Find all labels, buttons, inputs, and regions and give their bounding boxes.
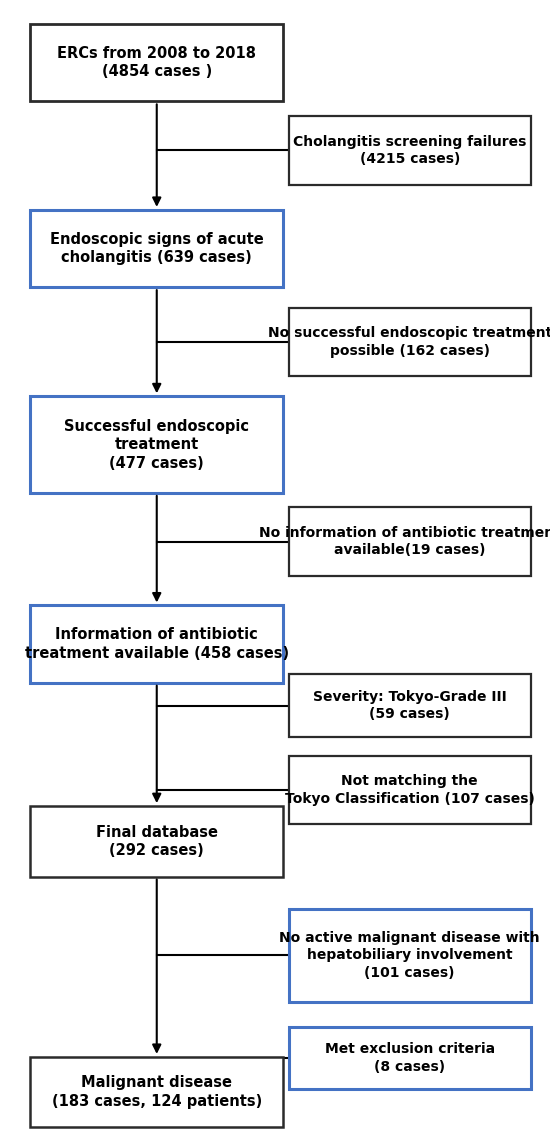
FancyBboxPatch shape	[289, 756, 531, 824]
FancyBboxPatch shape	[30, 806, 283, 877]
Text: Endoscopic signs of acute
cholangitis (639 cases): Endoscopic signs of acute cholangitis (6…	[50, 231, 263, 266]
Text: Cholangitis screening failures
(4215 cases): Cholangitis screening failures (4215 cas…	[293, 135, 526, 166]
Text: Successful endoscopic
treatment
(477 cases): Successful endoscopic treatment (477 cas…	[64, 418, 249, 471]
FancyBboxPatch shape	[289, 909, 531, 1002]
FancyBboxPatch shape	[30, 605, 283, 683]
Text: Not matching the
Tokyo Classification (107 cases): Not matching the Tokyo Classification (1…	[285, 774, 535, 806]
Text: No active malignant disease with
hepatobiliary involvement
(101 cases): No active malignant disease with hepatob…	[279, 931, 540, 979]
FancyBboxPatch shape	[289, 507, 531, 576]
Text: Malignant disease
(183 cases, 124 patients): Malignant disease (183 cases, 124 patien…	[52, 1075, 262, 1109]
Text: ERCs from 2008 to 2018
(4854 cases ): ERCs from 2008 to 2018 (4854 cases )	[57, 46, 256, 80]
Text: Severity: Tokyo-Grade III
(59 cases): Severity: Tokyo-Grade III (59 cases)	[313, 690, 507, 722]
Text: Information of antibiotic
treatment available (458 cases): Information of antibiotic treatment avai…	[25, 627, 289, 661]
Text: Final database
(292 cases): Final database (292 cases)	[96, 824, 218, 858]
Text: Met exclusion criteria
(8 cases): Met exclusion criteria (8 cases)	[324, 1042, 495, 1074]
FancyBboxPatch shape	[30, 397, 283, 492]
Text: No successful endoscopic treatment
possible (162 cases): No successful endoscopic treatment possi…	[268, 326, 550, 358]
Text: No information of antibiotic treatment
available(19 cases): No information of antibiotic treatment a…	[259, 526, 550, 557]
FancyBboxPatch shape	[30, 210, 283, 287]
FancyBboxPatch shape	[289, 674, 531, 738]
FancyBboxPatch shape	[30, 24, 283, 101]
FancyBboxPatch shape	[30, 1057, 283, 1127]
FancyBboxPatch shape	[289, 116, 531, 185]
FancyBboxPatch shape	[289, 1026, 531, 1090]
FancyBboxPatch shape	[289, 308, 531, 376]
